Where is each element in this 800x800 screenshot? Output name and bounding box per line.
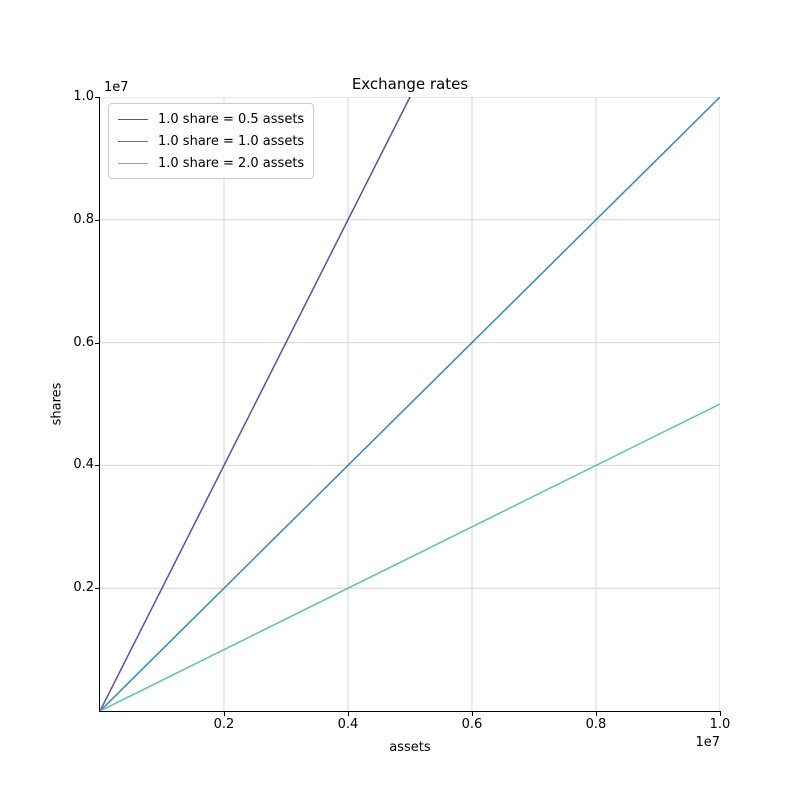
plot-canvas: [100, 97, 720, 711]
y-axis-spine: [99, 97, 100, 712]
legend-label: 1.0 share = 0.5 assets: [158, 111, 305, 127]
y-axis-label: shares: [49, 382, 65, 426]
x-tick-mark: [224, 712, 225, 716]
legend-line-swatch: [118, 140, 148, 142]
x-tick-mark: [596, 712, 597, 716]
x-tick-label: 1.0: [709, 717, 731, 732]
x-tick-label: 0.2: [213, 717, 235, 732]
x-tick-label: 0.4: [337, 717, 359, 732]
legend-entry: 1.0 share = 1.0 assets: [118, 132, 304, 150]
data-line: [100, 403, 720, 711]
chart-title: Exchange rates: [351, 75, 469, 93]
data-line: [100, 97, 411, 711]
legend-line-swatch: [118, 118, 148, 120]
legend-label: 1.0 share = 2.0 assets: [158, 155, 305, 171]
data-line: [100, 97, 720, 711]
y-tick-mark: [95, 588, 99, 590]
legend-entry: 1.0 share = 0.5 assets: [118, 110, 304, 128]
y-tick-label: 0.2: [73, 580, 94, 596]
x-tick-mark: [348, 712, 349, 716]
y-axis-offset-text: 1e7: [104, 80, 129, 95]
y-tick-mark: [95, 219, 99, 221]
x-axis-label: assets: [389, 740, 431, 755]
x-tick-label: 0.8: [585, 717, 607, 732]
plot-area: [100, 97, 720, 711]
legend-entry: 1.0 share = 2.0 assets: [118, 154, 304, 172]
y-tick-mark: [95, 342, 99, 344]
x-axis-offset-text: 1e7: [695, 735, 720, 750]
y-tick-label: 0.4: [73, 457, 94, 473]
x-axis-spine: [99, 711, 721, 712]
x-tick-label: 0.6: [461, 717, 483, 732]
legend-line-swatch: [118, 162, 148, 164]
y-tick-mark: [95, 97, 99, 98]
y-tick-label: 0.8: [73, 211, 94, 227]
legend-label: 1.0 share = 1.0 assets: [158, 133, 305, 149]
y-tick-label: 0.6: [73, 334, 94, 350]
x-tick-mark: [472, 712, 473, 716]
y-tick-mark: [95, 465, 99, 467]
legend: 1.0 share = 0.5 assets 1.0 share = 1.0 a…: [108, 103, 315, 179]
y-tick-label: 1.0: [73, 89, 94, 104]
x-tick-mark: [720, 712, 721, 716]
